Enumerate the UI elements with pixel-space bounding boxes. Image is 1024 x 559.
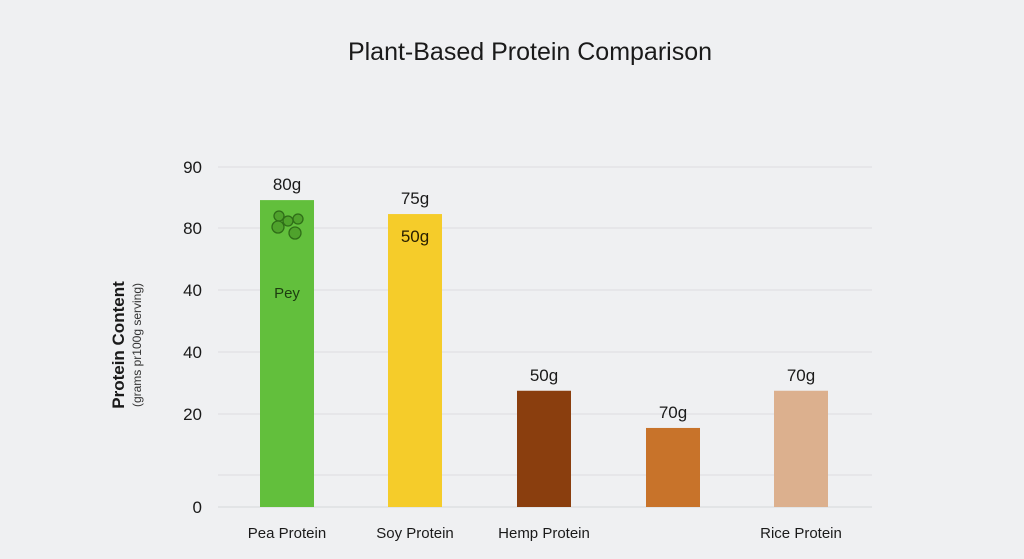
- bar: [388, 214, 442, 508]
- y-tick-label: 0: [193, 498, 202, 517]
- bar: [646, 427, 700, 507]
- y-tick-label: 40: [183, 281, 202, 300]
- y-tick-label: 40: [183, 343, 202, 362]
- bar: [260, 200, 314, 507]
- bar: [517, 390, 571, 507]
- bar-inner-label: Pey: [274, 285, 300, 302]
- y-axis-title: Protein Content: [109, 281, 128, 409]
- data-label: 70g: [787, 366, 815, 385]
- x-tick-label: Rice Protein: [760, 525, 842, 542]
- pea-cluster-icon: [282, 215, 294, 227]
- data-label: 70g: [659, 403, 687, 422]
- pea-cluster-icon: [292, 213, 304, 225]
- bar: [774, 390, 828, 507]
- pea-cluster-icon: [273, 210, 285, 222]
- data-label: 80g: [273, 175, 301, 194]
- data-label: 75g: [401, 189, 429, 208]
- y-tick-label: 80: [183, 219, 202, 238]
- bar-inner-label: 50g: [401, 227, 429, 246]
- pea-cluster-icon: [288, 226, 302, 240]
- y-tick-label: 20: [183, 405, 202, 424]
- x-tick-label: Hemp Protein: [498, 525, 590, 542]
- pea-cluster-icon: [271, 220, 285, 234]
- x-tick-label: Pea Protein: [248, 525, 326, 542]
- y-axis-subtitle: (grams pr100g serving): [130, 283, 144, 407]
- data-label: 50g: [530, 366, 558, 385]
- chart-title: Plant-Based Protein Comparison: [347, 38, 713, 66]
- x-tick-label: Soy Protein: [376, 525, 454, 542]
- y-tick-label: 90: [183, 158, 202, 177]
